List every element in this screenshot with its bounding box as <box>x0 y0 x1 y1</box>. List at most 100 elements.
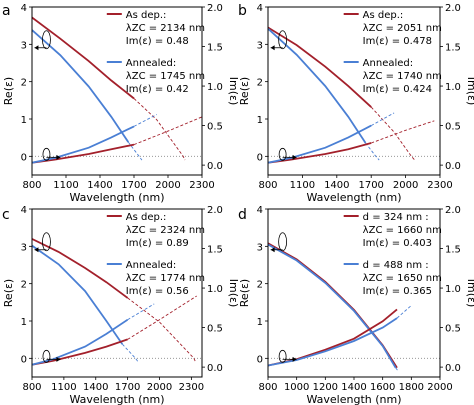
x-tick-label: 1700 <box>121 180 146 191</box>
y-left-tick-label: 3 <box>21 40 27 51</box>
y-right-tick-label: 2.0 <box>207 3 223 14</box>
y-left-tick-label: 3 <box>21 242 27 253</box>
x-tick-label: 800 <box>22 382 41 393</box>
legend-detail: λZC = 2324 nm <box>126 225 205 236</box>
x-tick-label: 800 <box>258 382 277 393</box>
series-red-left-solid <box>32 238 129 299</box>
x-tick-label: 1000 <box>284 382 309 393</box>
series-red-left-solid <box>268 26 372 108</box>
x-axis-label: Wavelength (nm) <box>69 191 164 204</box>
y-left-tick-label: 2 <box>21 280 27 291</box>
panel-label: c <box>2 207 10 223</box>
panel-label: a <box>2 3 11 19</box>
right-axis-indicator-ellipse <box>42 349 51 363</box>
y-left-tick-label: 3 <box>257 242 263 253</box>
x-tick-label: 1400 <box>324 180 349 191</box>
plot-frame <box>267 6 441 176</box>
y-right-axis-label: Im(ε) <box>227 77 240 106</box>
y-left-tick-label: 0 <box>257 354 263 365</box>
series-blue-right-solid <box>32 125 135 164</box>
panel-c: c 800 1100 1400 1700 2000 2300 0 1 2 3 4 0.0 0.5 1.0 1.… <box>2 205 240 405</box>
y-right-tick-label: 1.5 <box>207 245 223 256</box>
y-right-tick-label: 0.0 <box>445 161 461 172</box>
x-tick-label: 2000 <box>393 180 418 191</box>
legend-title: Annealed: <box>126 58 176 69</box>
y-left-tick-label: 4 <box>257 3 263 14</box>
legend-title: As dep.: <box>126 10 167 21</box>
y-right-tick-label: 1.5 <box>207 43 223 54</box>
x-tick-label: 1400 <box>83 382 108 393</box>
x-tick-label: 800 <box>22 180 41 191</box>
left-axis-indicator-arrowhead <box>34 247 39 253</box>
x-tick-label: 2300 <box>179 382 204 393</box>
legend-title: As dep.: <box>363 10 404 21</box>
y-right-tick-label: 0.0 <box>445 363 461 374</box>
series-blue-left-dashed <box>121 343 139 363</box>
series-group <box>268 26 435 164</box>
y-right-tick-label: 1.5 <box>445 43 461 54</box>
y-left-axis-label: Re(ε) <box>238 279 251 307</box>
y-right-tick-label: 1.0 <box>207 284 223 295</box>
legend-title: Annealed: <box>126 260 176 271</box>
y-right-tick-label: 1.5 <box>445 245 461 256</box>
legend-detail: Im(ε) = 0.56 <box>126 286 189 297</box>
x-tick-label: 2300 <box>427 180 452 191</box>
y-right-tick-label: 0.0 <box>207 363 223 374</box>
legend-detail: Im(ε) = 0.48 <box>126 36 189 47</box>
y-left-tick-label: 0 <box>257 152 263 163</box>
series-red-left-dashed <box>133 98 186 161</box>
legend-detail: λZC = 1745 nm <box>126 71 205 82</box>
y-left-axis-label: Re(ε) <box>2 279 15 307</box>
x-tick-label: 1700 <box>115 382 140 393</box>
y-right-tick-label: 2.0 <box>445 205 461 216</box>
legend-detail: Im(ε) = 0.424 <box>363 84 432 95</box>
series-blue-right-solid <box>32 318 129 366</box>
y-left-tick-label: 2 <box>21 78 27 89</box>
legend-detail: Im(ε) = 0.478 <box>363 36 432 47</box>
series-blue-right-solid <box>268 317 398 367</box>
y-left-tick-label: 2 <box>257 78 263 89</box>
y-right-tick-label: 0.5 <box>445 122 461 133</box>
series-group <box>268 242 412 372</box>
series-blue-left-dashed <box>395 367 399 372</box>
y-left-tick-label: 4 <box>21 205 27 216</box>
panel-a: a 800 1100 1400 1700 2000 2300 0 1 2 3 4 0.0 0.5 1.0 1.… <box>2 3 240 204</box>
x-tick-label: 1400 <box>341 382 366 393</box>
x-tick-label: 2300 <box>189 180 214 191</box>
x-tick-label: 800 <box>258 180 277 191</box>
y-right-tick-label: 0.5 <box>207 122 223 133</box>
left-axis-indicator-ellipse <box>42 232 51 252</box>
right-axis-indicator-arrowhead <box>56 154 61 160</box>
plot-frame <box>31 208 203 378</box>
panel-d: d 800 1000 1200 1400 1600 1800 2000 0 1 2 3 4 0.0 0.5 1… <box>238 205 474 405</box>
y-left-tick-label: 0 <box>21 354 27 365</box>
right-axis-indicator-arrowhead <box>292 154 297 160</box>
y-left-tick-label: 0 <box>21 152 27 163</box>
legend-detail: λZC = 1660 nm <box>363 225 442 236</box>
series-blue-right-dashed <box>133 114 157 127</box>
left-axis-indicator-ellipse <box>278 232 288 252</box>
y-right-tick-label: 2.0 <box>445 3 461 14</box>
y-right-axis-label: Im(ε) <box>227 279 240 308</box>
x-axis-label: Wavelength (nm) <box>306 393 401 405</box>
legend-title: Annealed: <box>363 58 413 69</box>
y-left-tick-label: 1 <box>257 317 263 328</box>
plot-frame <box>31 6 203 176</box>
y-right-tick-label: 1.0 <box>445 284 461 295</box>
x-tick-label: 1700 <box>358 180 383 191</box>
panel-label: d <box>238 207 247 223</box>
series-blue-right-dashed <box>127 303 155 321</box>
x-axis-label: Wavelength (nm) <box>306 191 401 204</box>
legend-title: As dep.: <box>126 212 167 223</box>
legend-detail: λZC = 1774 nm <box>126 273 205 284</box>
right-axis-indicator-ellipse <box>42 147 51 161</box>
x-tick-label: 1100 <box>290 180 315 191</box>
legend-title: d = 324 nm : <box>363 212 429 223</box>
panel-label: b <box>238 3 247 19</box>
legend-detail: Im(ε) = 0.89 <box>126 238 189 249</box>
legend-detail: λZC = 2051 nm <box>363 23 442 34</box>
legend-detail: Im(ε) = 0.365 <box>363 286 432 297</box>
y-left-tick-label: 3 <box>257 40 263 51</box>
y-left-tick-label: 1 <box>21 115 27 126</box>
